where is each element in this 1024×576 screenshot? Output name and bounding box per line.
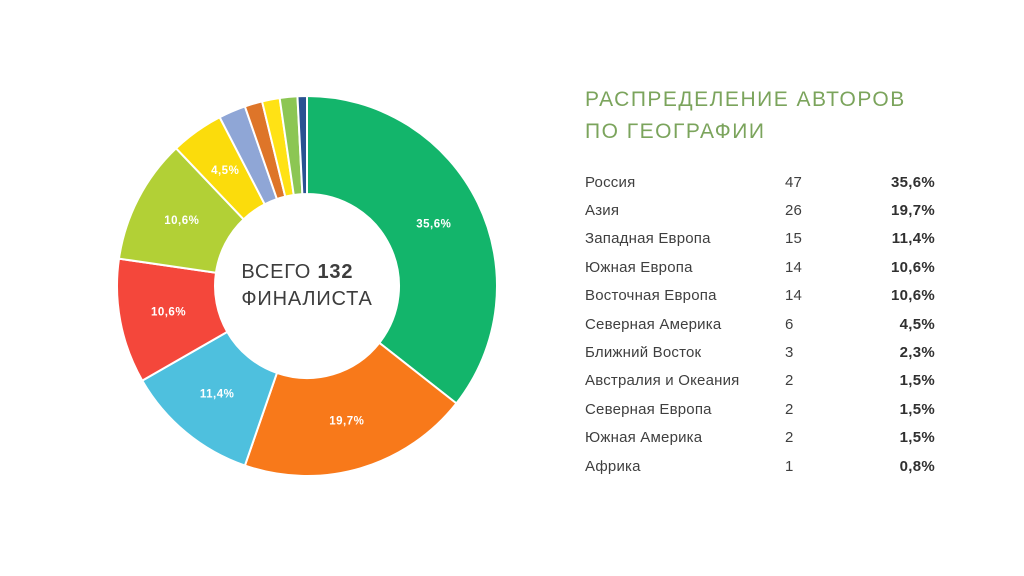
table-row: Азия 26 19,7% [585, 196, 935, 224]
table-row: Южная Европа 14 10,6% [585, 253, 935, 281]
donut-center-label: ВСЕГО 132 ФИНАЛИСТА [241, 259, 372, 313]
table-row: Россия 47 35,6% [585, 168, 935, 196]
slice-percent-label: 11,4% [200, 389, 234, 401]
table-row: Африка 1 0,8% [585, 452, 935, 480]
center-prefix: ВСЕГО [241, 261, 312, 283]
region-percent: 1,5% [899, 400, 935, 418]
region-count: 2 [785, 429, 794, 447]
region-name: Северная Европа [585, 400, 712, 418]
region-name: Южная Европа [585, 258, 693, 276]
region-percent: 11,4% [891, 230, 935, 248]
table-row: Восточная Европа 14 10,6% [585, 282, 935, 310]
title-line-2: ПО ГЕОГРАФИИ [585, 120, 766, 143]
region-count: 3 [785, 344, 794, 362]
donut-chart-svg: 35,6% 19,7% 11,4% 10,6% 10,6% 4,5% [116, 95, 498, 477]
region-name: Южная Америка [585, 429, 703, 447]
donut-slice-1 [306, 95, 498, 405]
center-line-1: ВСЕГО 132 [241, 259, 372, 286]
region-count: 2 [785, 400, 794, 418]
region-name: Россия [585, 173, 636, 191]
region-percent: 4,5% [899, 315, 935, 333]
center-line-2: ФИНАЛИСТА [241, 288, 373, 310]
slice-percent-label: 35,6% [416, 218, 451, 230]
region-name: Восточная Европа [585, 287, 717, 305]
region-count: 47 [785, 173, 803, 191]
region-percent: 0,8% [899, 457, 935, 475]
center-total: 132 [317, 261, 354, 283]
region-percent: 2,3% [899, 344, 935, 362]
region-name: Западная Европа [585, 230, 711, 248]
table-row: Северная Америка 6 4,5% [585, 310, 935, 338]
region-percent: 1,5% [899, 372, 935, 390]
region-name: Австралия и Океания [585, 372, 740, 390]
table-row: Западная Европа 15 11,4% [585, 225, 935, 253]
donut-chart: 35,6% 19,7% 11,4% 10,6% 10,6% 4,5% ВСЕГО 132 … [113, 92, 501, 480]
region-count: 2 [785, 372, 794, 390]
table-row: Ближний Восток 3 2,3% [585, 338, 935, 366]
table-row: Австралия и Океания 2 1,5% [585, 367, 935, 395]
region-percent: 10,6% [890, 287, 935, 305]
region-percent: 10,6% [890, 258, 935, 276]
title-line-1: РАСПРЕДЕЛЕНИЕ АВТОРОВ [585, 88, 906, 111]
region-name: Северная Америка [585, 315, 722, 333]
region-name: Ближний Восток [585, 344, 702, 362]
donut-slice-11 [296, 95, 308, 196]
slice-percent-label: 19,7% [329, 415, 364, 427]
region-count: 1 [785, 457, 794, 475]
region-name: Африка [585, 457, 641, 475]
region-count: 6 [785, 315, 794, 333]
region-count: 26 [785, 202, 803, 220]
right-panel: РАСПРЕДЕЛЕНИЕ АВТОРОВ ПО ГЕОГРАФИИ Росси… [585, 84, 935, 480]
slice-percent-label: 4,5% [211, 165, 239, 177]
region-count: 14 [785, 287, 803, 305]
region-count: 15 [785, 230, 803, 248]
page-title: РАСПРЕДЕЛЕНИЕ АВТОРОВ ПО ГЕОГРАФИИ [585, 84, 935, 148]
region-percent: 1,5% [899, 429, 935, 447]
region-count: 14 [785, 258, 803, 276]
region-name: Азия [585, 202, 620, 220]
table-row: Северная Европа 2 1,5% [585, 395, 935, 423]
region-percent: 35,6% [890, 173, 935, 191]
table-row: Южная Америка 2 1,5% [585, 424, 935, 452]
donut-slice-2 [243, 341, 458, 477]
slice-percent-label: 10,6% [164, 215, 199, 227]
slice-percent-label: 10,6% [151, 306, 186, 318]
region-percent: 19,7% [890, 202, 935, 220]
geo-table: Россия 47 35,6% Азия 26 19,7% Западная Европа 1… [585, 168, 935, 480]
